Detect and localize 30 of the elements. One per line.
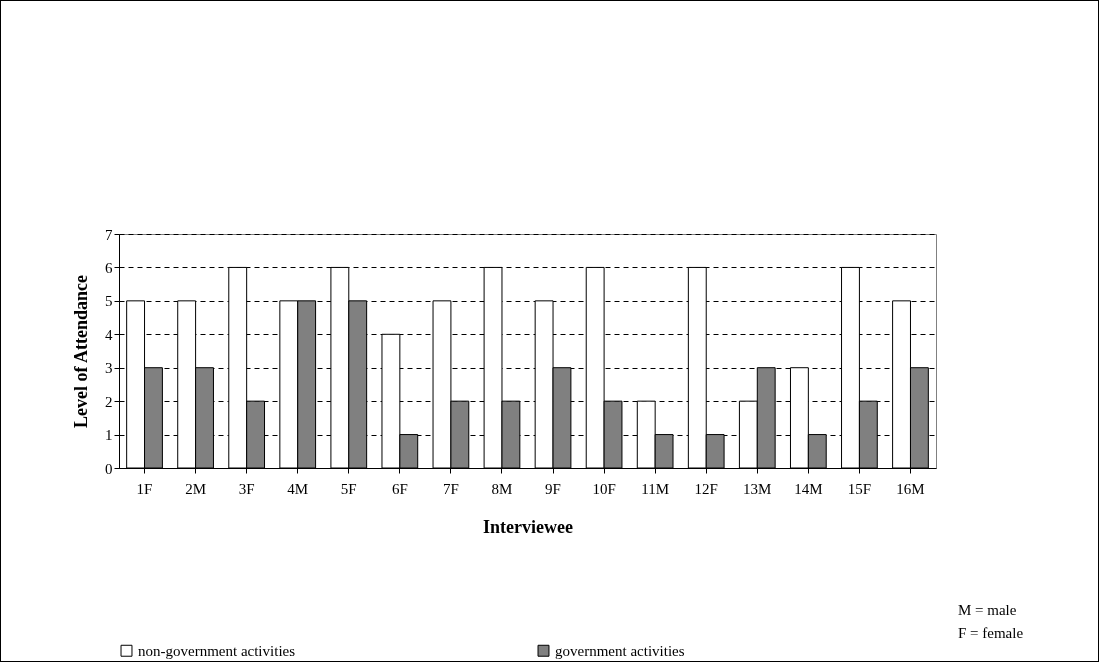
x-tick-label: 8M (491, 480, 513, 497)
x-tick-label: 12F (694, 480, 718, 497)
y-tick-label: 1 (105, 427, 113, 444)
x-tick-label: 1F (136, 480, 153, 497)
x-tick-label: 15F (847, 480, 872, 497)
x-axis-title: Interviewee (483, 516, 573, 537)
x-tick-label: 10F (592, 480, 616, 497)
x-tick-label: 16M (896, 480, 925, 497)
y-tick-label: 2 (105, 393, 113, 410)
text: F = female (958, 624, 1024, 643)
x-tick-label: 3F (238, 480, 255, 497)
x-tick-label: 2M (185, 480, 207, 497)
y-tick-label: 6 (105, 259, 113, 276)
x-tick-label: 11M (641, 480, 670, 497)
text: M = male (958, 601, 1018, 620)
y-tick-label: 0 (105, 460, 113, 477)
x-tick-label: 13M (743, 480, 772, 497)
legend-label: non-government activities (138, 642, 296, 659)
x-tick-label: 9F (545, 480, 561, 497)
y-tick-label: 4 (105, 326, 113, 343)
x-tick-label: 6F (391, 480, 408, 497)
y-axis-title: Level of Attendance (71, 275, 91, 428)
y-tick-label: 7 (105, 226, 113, 243)
y-tick-label: 5 (105, 293, 113, 310)
x-tick-label: 5F (340, 480, 357, 497)
x-tick-label: 14M (794, 480, 823, 497)
x-tick-label: 7F (442, 480, 459, 497)
x-tick-label: 4M (287, 480, 309, 497)
legend-label: government activities (555, 642, 685, 659)
y-tick-label: 3 (105, 360, 113, 377)
